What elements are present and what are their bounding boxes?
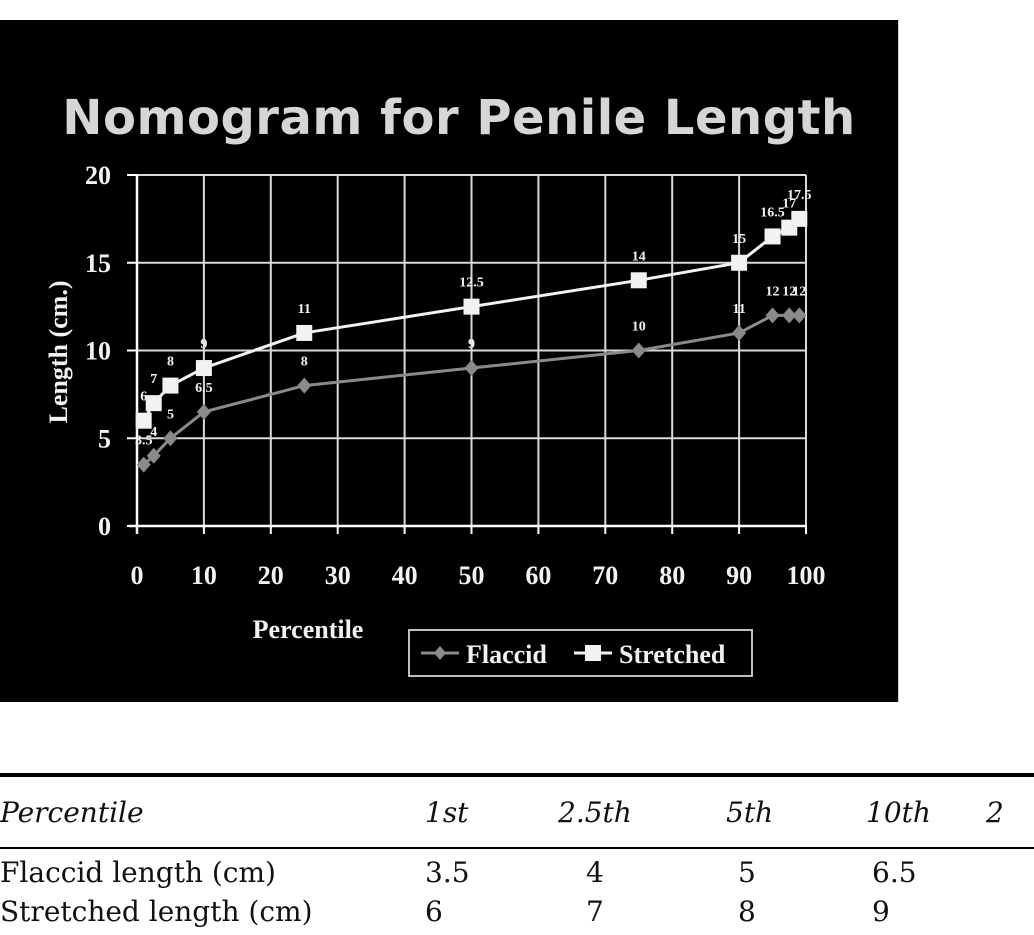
x-tick-label: 50	[459, 561, 485, 590]
data-label-stretched: 12.5	[459, 276, 484, 291]
y-axis-label: Length (cm.)	[44, 281, 73, 424]
data-point-flaccid	[765, 307, 780, 324]
line-chart: 0 10 20 30 40 50 60 70 80 90 100 0 5 10 15 20 Percentile…	[44, 161, 826, 677]
data-label-flaccid: 12	[766, 284, 780, 299]
legend-label-stretched: Stretched	[619, 640, 726, 669]
data-point-flaccid	[136, 456, 151, 473]
table-header-cell: 2.5th	[558, 777, 726, 849]
data-point-stretched	[764, 228, 781, 245]
table-row: Flaccid length (cm) 3.5 4 5 6.5	[0, 848, 1034, 895]
data-point-flaccid	[464, 360, 479, 377]
x-tick-label: 10	[191, 561, 217, 590]
data-label-stretched: 9	[200, 337, 207, 352]
table-header-cell: 10th	[866, 777, 986, 849]
data-label-stretched: 16.5	[760, 205, 785, 220]
table-cell: 3.5	[425, 855, 470, 889]
data-label-flaccid: 9	[468, 337, 475, 352]
data-label-flaccid: 12	[782, 284, 796, 299]
table-header-cell: 1st	[425, 777, 558, 849]
chart-title: Nomogram for Penile Length	[62, 90, 856, 146]
x-tick-label: 40	[392, 561, 418, 590]
table-cell: 8	[738, 895, 756, 928]
x-axis-label: Percentile	[253, 615, 364, 644]
data-point-stretched	[630, 272, 647, 289]
chart-panel: 0 10 20 30 40 50 60 70 80 90 100 0 5 10 15 20 Percentile…	[0, 20, 899, 702]
x-tick-label: 80	[659, 561, 685, 590]
data-point-flaccid	[732, 324, 747, 341]
data-label-flaccid: 11	[732, 302, 745, 317]
data-point-flaccid	[792, 307, 807, 324]
data-label-flaccid: 6.5	[195, 381, 213, 396]
x-tick-label: 100	[787, 561, 826, 590]
y-tick-label: 0	[98, 512, 111, 541]
data-label-flaccid: 4	[150, 425, 157, 440]
data-point-flaccid	[782, 307, 797, 324]
data-label-stretched: 6	[140, 390, 147, 405]
table-header-row: Percentile 1st 2.5th 5th 10th 2	[0, 777, 1034, 849]
data-label-flaccid: 5	[167, 407, 174, 422]
table-cell: 5	[738, 855, 756, 889]
table-cell: 4	[586, 855, 604, 889]
table-cell	[986, 848, 1034, 895]
data-point-flaccid	[163, 430, 178, 447]
y-tick-label: 20	[85, 161, 111, 190]
data-label-stretched: 14	[632, 249, 646, 264]
x-tick-label: 0	[131, 561, 144, 590]
data-label-flaccid: 12	[792, 284, 806, 299]
table-cell: 6	[425, 895, 443, 928]
y-tick-label: 15	[85, 249, 111, 278]
table-header-cell: 5th	[726, 777, 866, 849]
data-point-flaccid	[196, 403, 211, 420]
data-label-stretched: 17.5	[787, 188, 812, 203]
legend-marker-flaccid	[434, 646, 446, 660]
table-cell: 9	[872, 895, 890, 928]
data-point-flaccid	[146, 447, 161, 464]
x-tick-label: 20	[258, 561, 284, 590]
y-tick-label: 10	[85, 337, 111, 366]
data-point-stretched	[296, 324, 313, 341]
data-label-flaccid: 10	[632, 320, 646, 335]
data-point-stretched	[791, 210, 808, 227]
data-point-flaccid	[631, 342, 646, 359]
percentile-table: Percentile 1st 2.5th 5th 10th 2 Flaccid …	[0, 773, 1034, 928]
table-row: Stretched length (cm) 6 7 8 9	[0, 895, 1034, 928]
legend-marker-stretched	[585, 645, 601, 661]
data-label-stretched: 17	[782, 197, 796, 212]
table-header-cell: 2	[986, 777, 1034, 849]
data-point-stretched	[162, 377, 179, 394]
data-label-stretched: 8	[167, 355, 174, 370]
data-point-stretched	[145, 395, 162, 412]
legend-box	[408, 629, 753, 677]
table-row-label: Stretched length (cm)	[0, 895, 313, 928]
table-row-label: Flaccid length (cm)	[0, 855, 276, 889]
table-header-cell: Percentile	[0, 777, 425, 849]
data-label-flaccid: 3.5	[135, 434, 153, 449]
data-point-stretched	[195, 360, 212, 377]
data-label-stretched: 15	[732, 232, 746, 247]
table-cell	[986, 895, 1034, 928]
data-point-stretched	[463, 298, 480, 315]
data-point-stretched	[731, 254, 748, 271]
data-point-stretched	[135, 412, 152, 429]
table-cell: 7	[586, 895, 604, 928]
x-tick-label: 70	[592, 561, 618, 590]
data-label-flaccid: 8	[301, 355, 308, 370]
x-tick-label: 30	[325, 561, 351, 590]
legend-label-flaccid: Flaccid	[466, 640, 547, 669]
table-cell: 6.5	[872, 855, 917, 889]
data-point-flaccid	[297, 377, 312, 394]
y-tick-label: 5	[98, 424, 111, 453]
data-label-stretched: 7	[150, 372, 157, 387]
data-label-stretched: 11	[298, 302, 311, 317]
x-tick-label: 60	[525, 561, 551, 590]
x-tick-label: 90	[726, 561, 752, 590]
